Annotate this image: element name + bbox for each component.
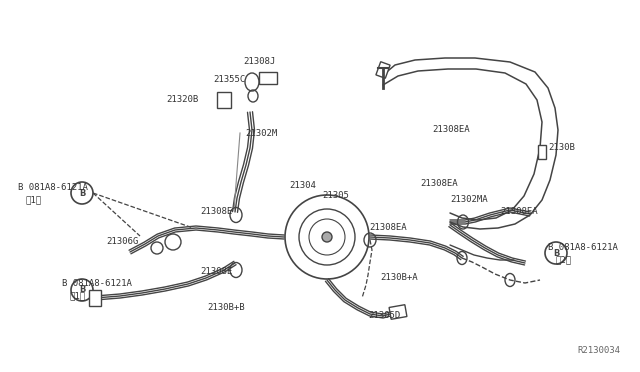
Text: 2130B+A: 2130B+A (380, 273, 418, 282)
Circle shape (322, 232, 332, 242)
Bar (217, 92, 231, 108)
Text: 21305D: 21305D (368, 311, 400, 321)
Text: 2130B: 2130B (548, 144, 575, 153)
Text: B 081A8-6121A: B 081A8-6121A (62, 279, 132, 289)
Text: （1）: （1） (70, 292, 86, 301)
Text: 21308EA: 21308EA (420, 180, 458, 189)
Bar (538, 145, 546, 159)
Text: 21308E: 21308E (200, 208, 232, 217)
Text: 21302MA: 21302MA (450, 196, 488, 205)
Text: 21304: 21304 (289, 180, 316, 189)
Text: 21308EA: 21308EA (369, 224, 406, 232)
Text: R2130034: R2130034 (577, 346, 620, 355)
Text: B: B (79, 285, 85, 295)
Bar (389, 305, 407, 319)
Text: 21308EA: 21308EA (500, 208, 538, 217)
Text: B: B (553, 248, 559, 257)
Text: 2130B+B: 2130B+B (207, 304, 244, 312)
Text: 21308E: 21308E (200, 267, 232, 276)
Bar (89, 290, 101, 306)
Bar (259, 72, 277, 84)
Text: 21308J: 21308J (243, 58, 275, 67)
Text: （1）: （1） (26, 196, 42, 205)
Text: （2）: （2） (556, 256, 572, 264)
Bar (376, 62, 390, 78)
Text: 21320B: 21320B (166, 96, 198, 105)
Text: 21355C: 21355C (213, 76, 245, 84)
Text: 21302M: 21302M (245, 129, 277, 138)
Text: B: B (79, 189, 85, 198)
Text: B 081A8-6121A: B 081A8-6121A (18, 183, 88, 192)
Text: B 081A8-6121A: B 081A8-6121A (548, 244, 618, 253)
Text: 21306G: 21306G (106, 237, 138, 246)
Text: 21305: 21305 (322, 192, 349, 201)
Text: 21308EA: 21308EA (432, 125, 470, 135)
